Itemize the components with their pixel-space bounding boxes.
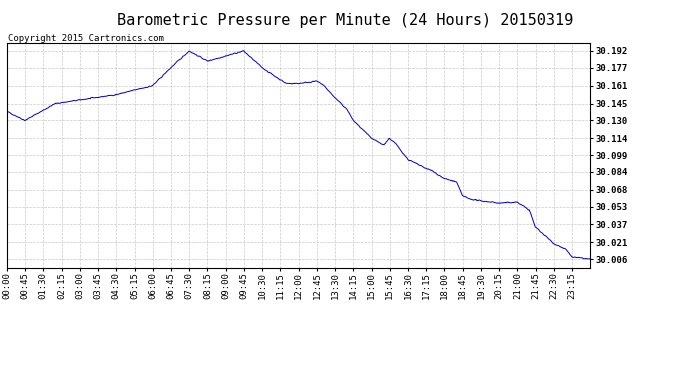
Text: Pressure  (Inches/Hg): Pressure (Inches/Hg) bbox=[480, 29, 611, 39]
Text: Copyright 2015 Cartronics.com: Copyright 2015 Cartronics.com bbox=[8, 34, 164, 43]
Text: Barometric Pressure per Minute (24 Hours) 20150319: Barometric Pressure per Minute (24 Hours… bbox=[117, 13, 573, 28]
